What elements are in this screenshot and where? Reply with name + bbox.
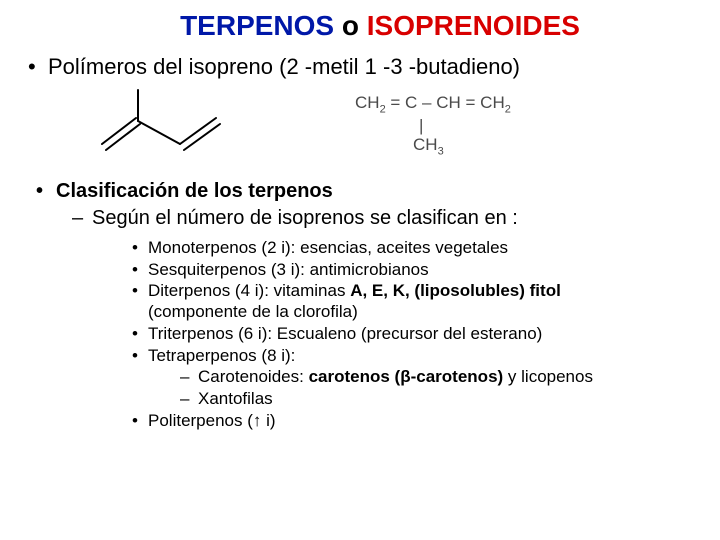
slide-title: TERPENOS o ISOPRENOIDES [60,10,700,42]
title-word-2: o [342,10,359,41]
diter-text-b: A, E, K, (liposolubles) fitol [350,281,561,300]
carot-a: Carotenoides: [198,367,309,386]
carot-b: carotenos ( [309,367,401,386]
item-xantofilas: Xantofilas [20,389,700,410]
carot-d: -carotenos) [411,367,504,386]
isoprene-skeletal [90,86,245,176]
classification-heading: Clasificación de los terpenos [20,180,700,203]
diter-text-a: Diterpenos (4 i): vitaminas [148,281,350,300]
chem-r3a-sub: 3 [438,146,444,158]
carot-beta: β [400,367,410,386]
title-word-1: TERPENOS [180,10,334,41]
item-diterpenos: Diterpenos (4 i): vitaminas A, E, K, (li… [20,281,700,322]
item-politerpenos: Politerpenos (↑ i) [20,411,700,432]
diter-text-c: (componente de la clorofila) [148,302,358,321]
chem-r1b-sub: 2 [505,103,511,115]
classification-rule: Según el número de isoprenos se clasific… [20,207,700,230]
item-monoterpenos: Monoterpenos (2 i): esencias, aceites ve… [20,238,700,259]
chem-r3a: CH [413,135,438,154]
title-word-3: ISOPRENOIDES [367,10,580,41]
isoprene-formula: CH2 = C – CH = CH2 | CH3 [355,86,511,160]
chem-r1b: = C – CH = CH [386,93,505,112]
item-sesquiterpenos: Sesquiterpenos (3 i): antimicrobianos [20,260,700,281]
carot-e: y licopenos [503,367,593,386]
poli-a: Politerpenos ( [148,411,253,430]
item-triterpenos: Triterpenos (6 i): Escualeno (precursor … [20,324,700,345]
chem-r2: | [355,115,511,136]
poli-b: i) [261,411,275,430]
chem-r1a: CH [355,93,380,112]
subtitle: Polímeros del isopreno (2 -metil 1 -3 -b… [20,54,700,80]
item-carotenoides: Carotenoides: carotenos (β-carotenos) y … [20,367,700,388]
item-tetraperpenos: Tetraperpenos (8 i): [20,346,700,367]
structures-row: CH2 = C – CH = CH2 | CH3 [20,86,700,176]
